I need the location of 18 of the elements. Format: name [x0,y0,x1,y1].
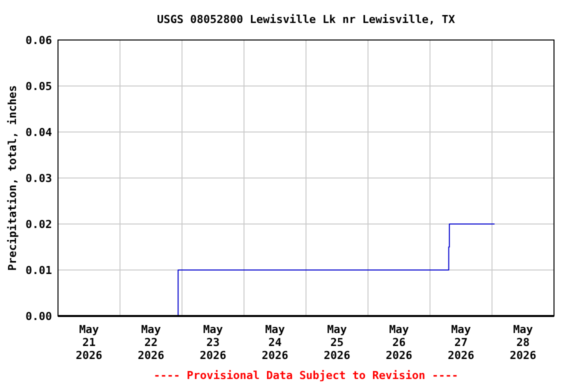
y-tick-label: 0.02 [26,218,52,231]
y-tick-label: 0.06 [26,34,52,47]
y-tick-label: 0.03 [26,172,52,185]
x-tick-label: May 27 2026 [448,323,475,362]
x-tick-label: May 26 2026 [386,323,413,362]
x-tick-label: May 21 2026 [76,323,103,362]
y-tick-label: 0.00 [26,310,52,323]
y-tick-label: 0.04 [26,126,52,139]
y-tick-label: 0.05 [26,80,52,93]
x-tick-label: May 25 2026 [324,323,351,362]
x-tick-label: May 22 2026 [138,323,165,362]
y-tick-label: 0.01 [26,264,52,277]
y-axis-title: Precipitation, total, inches [6,85,19,271]
chart-title: USGS 08052800 Lewisville Lk nr Lewisville, TX [156,13,456,26]
x-tick-label: May 24 2026 [262,323,289,362]
text: ---- Provisional Data Subject to Revision ---- [154,369,458,382]
x-tick-label: May 28 2026 [510,323,537,362]
x-tick-label: May 23 2026 [200,323,227,362]
